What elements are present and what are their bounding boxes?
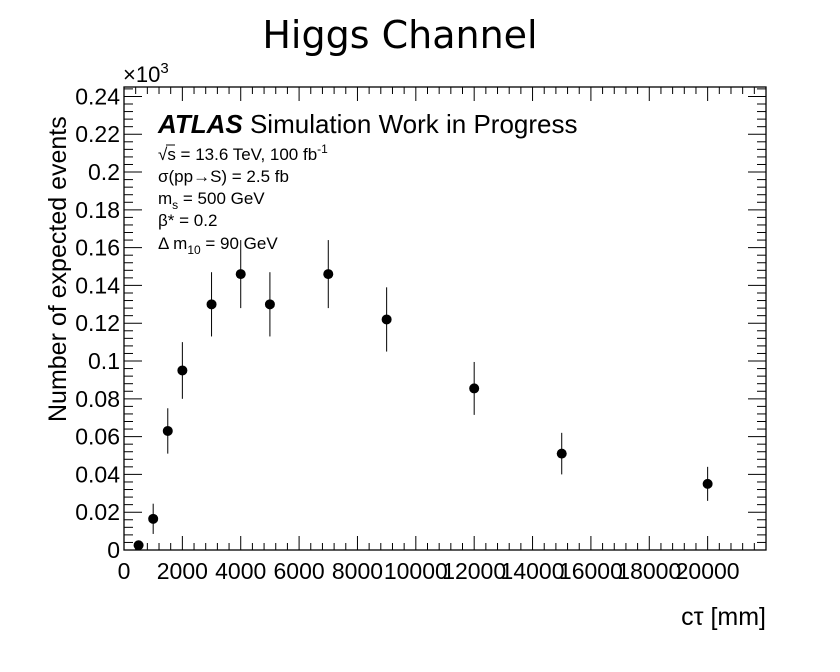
data-point [162,425,173,436]
energy-lumi-label: √s = 13.6 TeV, 100 fb-1 [158,142,328,164]
x-tick-label: 2000 [157,558,208,584]
x-axis-ticks [123,87,755,550]
beta-label: β* = 0.2 [158,211,217,230]
x-tick-label: 10000 [384,558,448,584]
data-point [133,540,144,551]
atlas-label-suffix: Simulation Work in Progress [243,109,578,139]
x-tick-label: 8000 [332,558,383,584]
delta-mass-label: Δ m10 = 90 GeV [158,234,278,257]
x-tick-label: 16000 [559,558,623,584]
y-tick-label: 0.12 [75,310,120,336]
y-tick-label: 0.06 [75,424,120,450]
data-point [556,448,567,459]
data-point [206,299,217,310]
x-tick-label: 14000 [501,558,565,584]
y-axis-ticks [124,88,766,551]
y-axis-multiplier: ×103 [123,60,169,87]
data-point [264,299,275,310]
y-tick-label: 0.18 [75,197,120,223]
y-tick-label: 0.02 [75,499,120,525]
y-tick-label: 0.24 [75,83,120,109]
x-axis-tick-labels: 0 2000 4000 6000 8000 10000120001400016000180… [118,558,740,584]
x-axis-label: cτ [mm] [681,603,766,631]
x-tick-label: 20000 [676,558,740,584]
data-point [148,513,159,524]
cross-section-label: σ(pp→S) = 2.5 fb [158,167,289,186]
x-tick-label: 18000 [617,558,681,584]
y-tick-label: 0.2 [88,159,120,185]
x-tick-label: 6000 [274,558,325,584]
mass-label: ms = 500 GeV [158,189,265,212]
data-series [133,240,713,551]
data-point [469,383,480,394]
y-axis-label: Number of expected events [44,116,72,422]
y-tick-label: 0.1 [88,348,120,374]
y-tick-label: 0 [107,537,120,563]
atlas-label-bold: ATLAS [157,109,243,139]
data-point [323,269,334,280]
x-tick-label: 12000 [442,558,506,584]
y-axis-tick-labels: 0 0.02 0.04 0.06 0.08 0.1 0.12 0.14 0.16 0.18 0.2 0… [75,83,120,563]
atlas-label: ATLAS Simulation Work in Progress [157,109,577,139]
y-tick-label: 0.16 [75,235,120,261]
y-tick-label: 0.22 [75,121,120,147]
y-tick-label: 0.08 [75,386,120,412]
data-point [177,365,188,376]
data-point [702,478,713,489]
chart-title: Higgs Channel [262,13,537,57]
x-tick-label: 4000 [215,558,266,584]
data-point [381,314,392,325]
plot-frame [123,86,767,551]
y-tick-label: 0.14 [75,272,120,298]
data-point [235,269,246,280]
x-tick-label: 0 [118,558,131,584]
y-tick-label: 0.04 [75,461,120,487]
